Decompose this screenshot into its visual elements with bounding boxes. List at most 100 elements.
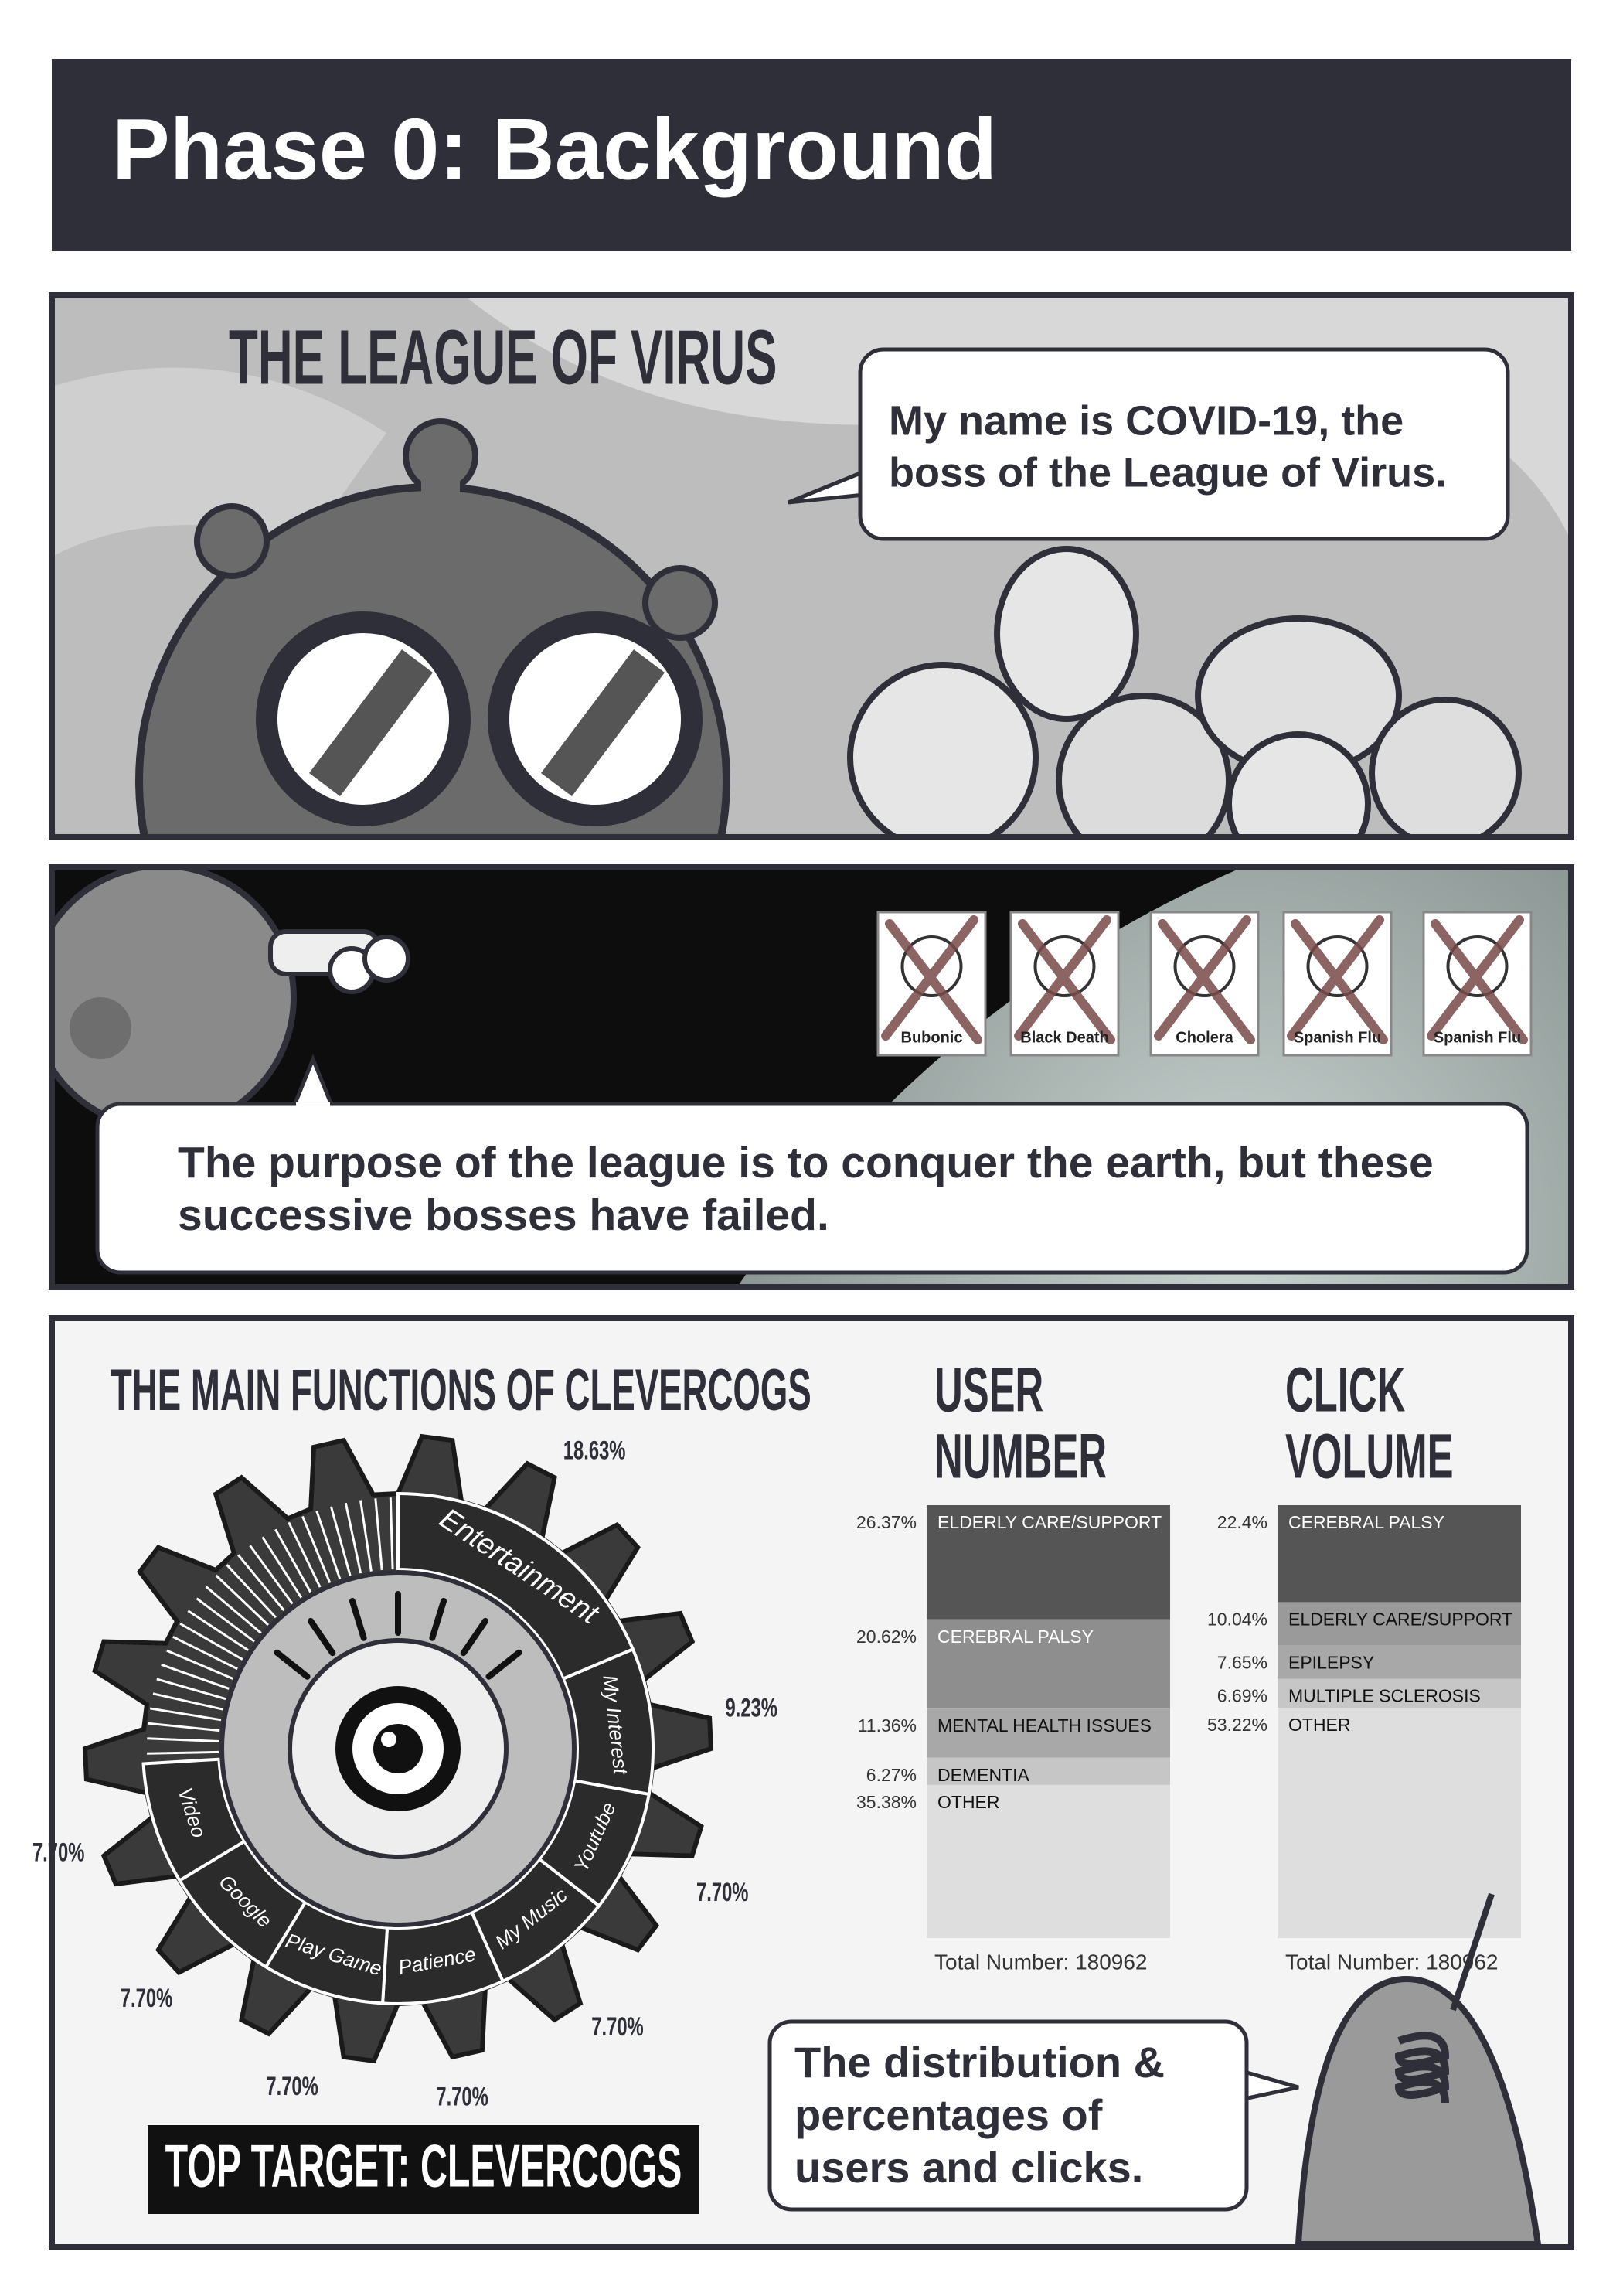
lash: [349, 1597, 367, 1641]
value-label-wrap: 7.70%: [436, 2082, 488, 2111]
panel-2-frame: [49, 864, 1574, 1290]
stripe: [226, 1564, 277, 1619]
boss-cross: [1287, 915, 1388, 1044]
value-label: 7.70%: [32, 1838, 84, 1867]
stripe: [274, 1528, 312, 1593]
bar-segment: [927, 1784, 1170, 1938]
boss-name: Spanish Flu: [1434, 1029, 1521, 1046]
boss-name: Cholera: [1176, 1029, 1233, 1046]
banner: [148, 2125, 699, 2214]
header-title: Phase 0: Background: [112, 101, 997, 198]
value-label-wrap: 7.70%: [32, 1838, 84, 1867]
value-label: 11.36%: [858, 1715, 917, 1736]
boss-cross: [1427, 915, 1528, 1044]
stripe: [152, 1692, 223, 1711]
total-note: Total Number: 180962: [1285, 1950, 1499, 1974]
pie-segment: [141, 1757, 247, 1883]
glint: [381, 1732, 396, 1747]
value-label-wrap: 7.70%: [121, 1984, 172, 2013]
stripe: [301, 1515, 332, 1583]
boss-cross: [881, 915, 982, 1044]
bar-segment: [1278, 1645, 1521, 1679]
value-label: 7.70%: [696, 1878, 748, 1907]
value-label: 7.70%: [266, 2072, 318, 2101]
stripe: [237, 1554, 285, 1612]
panel-1-title: THE LEAGUE OF VIRUS: [229, 314, 777, 400]
boss-sketch: [1173, 935, 1236, 997]
value-label: 26.37%: [856, 1512, 917, 1532]
value-label: 7.70%: [121, 1984, 172, 2013]
bar-segment: [1278, 1505, 1521, 1603]
segment-label: CEREBRAL PALSY: [937, 1627, 1094, 1647]
lash: [429, 1597, 447, 1641]
speech-line: My name is COVID-19, the: [889, 397, 1404, 444]
stripe: [147, 1750, 219, 1755]
stripe: [161, 1663, 230, 1690]
bar-title: USER: [934, 1354, 1043, 1425]
stripe: [389, 1497, 394, 1570]
speech-line: percentages of: [794, 2090, 1103, 2139]
stripe: [149, 1707, 222, 1722]
bar-title: VOLUME: [1285, 1421, 1453, 1491]
total-note: Total Number: 180962: [934, 1950, 1148, 1974]
stripe: [187, 1610, 249, 1651]
segment-label: ELDERLY CARE/SUPPORT: [937, 1512, 1162, 1532]
value-label: 53.22%: [1207, 1715, 1267, 1735]
stripe: [147, 1737, 219, 1743]
boss-cross: [1014, 915, 1115, 1044]
stripe: [172, 1636, 238, 1671]
speech-bubble: [858, 347, 1510, 541]
bar-title-wrap: CLICK: [1285, 1354, 1405, 1425]
boss-sketch: [900, 935, 963, 997]
speech-bubble: [95, 1102, 1529, 1275]
speech-line: successive bosses have failed.: [178, 1191, 829, 1240]
panel-3-title: THE MAIN FUNCTIONS OF CLEVERCOGS: [111, 1358, 812, 1423]
bar-segment: [1278, 1602, 1521, 1646]
lash: [460, 1617, 488, 1657]
value-label: 9.23%: [725, 1693, 777, 1722]
value-label: 6.69%: [1217, 1686, 1267, 1706]
bar-title: NUMBER: [934, 1421, 1107, 1491]
value-label: 7.70%: [591, 2012, 643, 2042]
bar-segment: [1278, 1678, 1521, 1708]
value-label: 6.27%: [866, 1765, 917, 1785]
boss-name: Black Death: [1020, 1029, 1109, 1046]
panel-1-frame: [49, 292, 1574, 840]
stripe: [344, 1502, 362, 1574]
bar-title-wrap: VOLUME: [1285, 1421, 1453, 1491]
boss-sketch: [1306, 935, 1369, 997]
value-label: 22.4%: [1217, 1512, 1267, 1532]
speech-line: users and clicks.: [794, 2143, 1143, 2192]
stripe: [329, 1506, 352, 1576]
stripe: [205, 1586, 262, 1634]
segment-label: MULTIPLE SCLEROSIS: [1288, 1686, 1481, 1706]
speech-line: The distribution &: [794, 2038, 1165, 2086]
lash: [274, 1649, 311, 1680]
boss-sketch: [1033, 935, 1096, 997]
stripe: [215, 1574, 270, 1627]
segment-label: EPILEPSY: [1288, 1653, 1374, 1673]
bar-segment: [927, 1619, 1170, 1709]
bar-title-wrap: USER: [934, 1354, 1043, 1425]
bar-segment: [1278, 1707, 1521, 1938]
value-label-wrap: 7.70%: [696, 1878, 748, 1907]
value-label: 20.62%: [856, 1627, 917, 1647]
boss-cross: [1154, 915, 1255, 1044]
lash: [485, 1649, 522, 1680]
stripe: [156, 1678, 226, 1701]
stripe: [374, 1498, 383, 1571]
boss-sketch: [1446, 935, 1509, 997]
stripe: [179, 1622, 243, 1661]
segment-label: DEMENTIA: [937, 1765, 1030, 1785]
value-label-wrap: 7.70%: [266, 2072, 318, 2101]
bar-title-wrap: NUMBER: [934, 1421, 1107, 1491]
stripe: [315, 1511, 342, 1579]
bar-segment: [927, 1505, 1170, 1620]
value-label-wrap: 9.23%: [725, 1693, 777, 1722]
stripe: [261, 1536, 303, 1599]
stripe: [148, 1722, 220, 1732]
stripe: [359, 1500, 373, 1572]
stripe: [196, 1597, 255, 1643]
value-label: 7.70%: [436, 2082, 488, 2111]
